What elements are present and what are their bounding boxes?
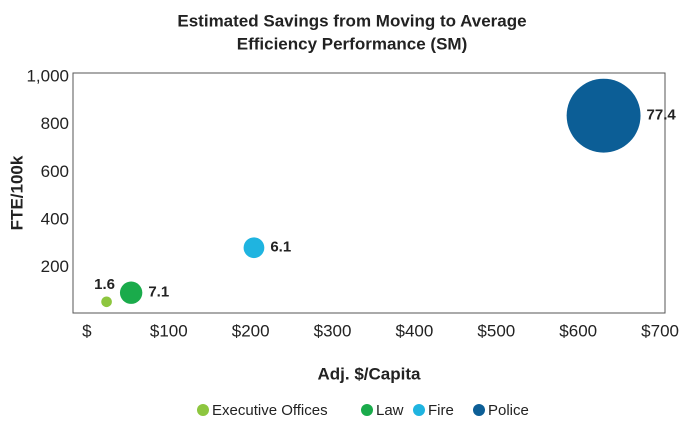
y-tick-label: 1,000: [26, 67, 69, 86]
legend-label: Executive Offices: [212, 402, 328, 419]
plot-area: [72, 72, 666, 314]
x-tick-label: $500: [477, 321, 515, 340]
legend-marker: [197, 404, 209, 416]
legend-label: Police: [488, 402, 529, 419]
legend-marker: [361, 404, 373, 416]
x-axis-label: Adj. $/Capita: [318, 364, 422, 383]
y-axis-label: FTE/100k: [7, 155, 26, 230]
legend-label: Fire: [428, 402, 454, 419]
legend-marker: [413, 404, 425, 416]
x-tick-label: $300: [314, 321, 352, 340]
legend-label: Law: [376, 402, 404, 419]
y-tick-label: 200: [41, 257, 69, 276]
y-tick-label: 400: [41, 210, 69, 229]
y-tick-label: 600: [41, 162, 69, 181]
bubble: [243, 237, 265, 259]
x-tick-label: $600: [559, 321, 597, 340]
x-tick-label: $700: [641, 321, 679, 340]
data-label: 1.6: [94, 276, 115, 293]
chart-title: Estimated Savings from Moving to Average: [177, 11, 526, 30]
data-label: 6.1: [270, 239, 291, 256]
x-tick-label: $200: [232, 321, 270, 340]
legend-marker: [473, 404, 485, 416]
chart-title: Efficiency Performance (SM): [237, 34, 468, 53]
y-tick-label: 800: [41, 114, 69, 133]
x-tick-label: $: [82, 321, 92, 340]
bubble: [101, 296, 112, 308]
bubble: [566, 78, 641, 153]
x-tick-label: $400: [396, 321, 434, 340]
data-label: 7.1: [148, 284, 169, 301]
bubble: [119, 281, 143, 304]
x-tick-label: $100: [150, 321, 188, 340]
data-label: 77.4: [647, 107, 677, 124]
